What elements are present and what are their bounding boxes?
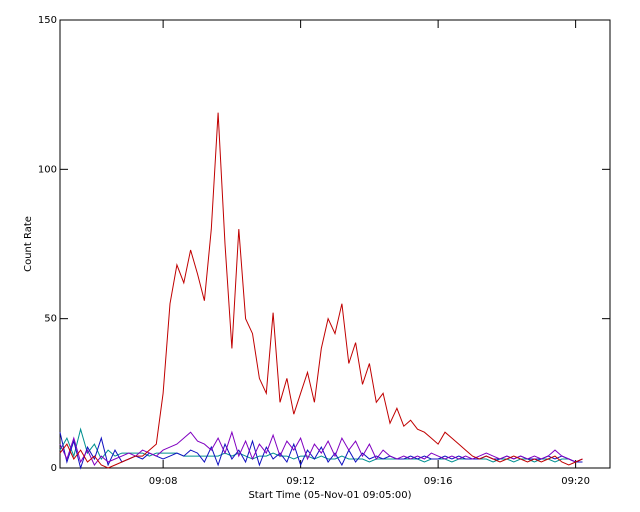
data-line	[59, 112, 583, 469]
x-tick-label: 09:20	[561, 476, 590, 487]
plot-frame	[59, 19, 611, 469]
y-axis-label: Count Rate	[23, 216, 34, 272]
x-tick-label: 09:12	[286, 476, 315, 487]
x-tick-label: 09:16	[424, 476, 453, 487]
y-tick-label: 100	[38, 164, 57, 175]
y-tick-label: 150	[38, 15, 57, 26]
y-tick-label: 50	[44, 314, 57, 325]
x-tick-label: 09:08	[149, 476, 178, 487]
data-line	[59, 432, 583, 470]
x-axis-label: Start Time (05-Nov-01 09:05:00)	[248, 490, 411, 501]
y-tick-label: 0	[51, 463, 57, 474]
